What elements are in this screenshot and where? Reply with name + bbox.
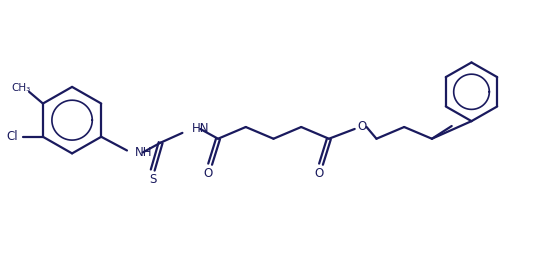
Text: NH: NH (135, 146, 153, 159)
Text: O: O (314, 167, 324, 180)
Text: S: S (149, 173, 157, 186)
Text: HN: HN (192, 122, 210, 135)
Text: Cl: Cl (7, 130, 18, 143)
Text: O: O (203, 167, 213, 180)
Text: O: O (357, 120, 367, 133)
Text: CH₃: CH₃ (12, 83, 31, 93)
